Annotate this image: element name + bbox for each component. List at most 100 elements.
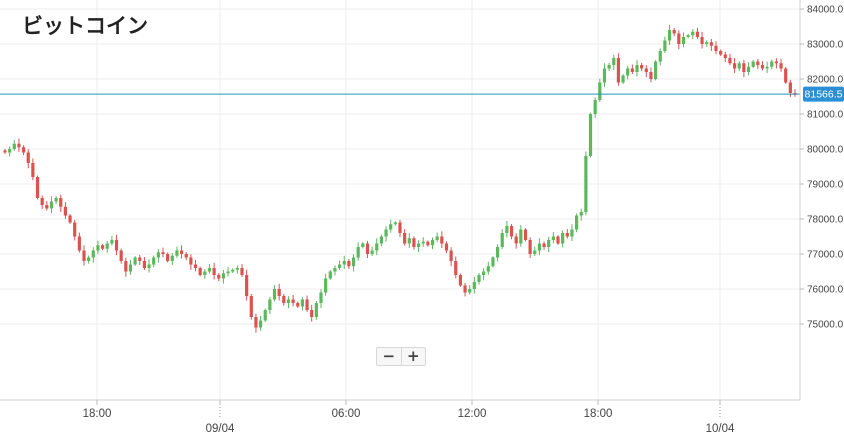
- candle-up: [430, 240, 435, 246]
- candle-down: [114, 240, 119, 251]
- candle-up: [379, 236, 384, 244]
- candle-down: [644, 68, 648, 72]
- candle-up: [389, 224, 393, 230]
- y-tick-label: 76000.0: [807, 285, 844, 296]
- candle-up: [152, 257, 156, 265]
- candle-up: [663, 40, 667, 51]
- candle-down: [3, 150, 7, 153]
- candle-down: [514, 236, 518, 244]
- candle-up: [770, 61, 774, 67]
- y-tick-label: 81000.0: [807, 110, 844, 121]
- candle-up: [681, 37, 686, 44]
- candle-up: [356, 247, 360, 258]
- candle-up: [384, 229, 388, 237]
- candle-down: [444, 243, 449, 251]
- candle-down: [193, 264, 198, 268]
- candle-down: [700, 37, 704, 44]
- grid: [0, 0, 800, 400]
- candle-up: [91, 250, 95, 258]
- x-tick-label: 18:00: [83, 408, 112, 420]
- candle-down: [714, 45, 718, 51]
- candle-up: [54, 198, 58, 202]
- candle-up: [272, 289, 277, 300]
- x-tick-label: 06:00: [332, 408, 361, 420]
- candle-up: [328, 271, 332, 279]
- candle-down: [198, 268, 202, 275]
- candle-down: [630, 68, 634, 72]
- zoom-out-button[interactable]: −: [382, 347, 396, 365]
- candle-up: [588, 114, 593, 156]
- candle-down: [403, 233, 407, 244]
- candle-down: [68, 215, 72, 223]
- y-tick-label: 82000.0: [807, 75, 844, 86]
- candle-up: [300, 299, 305, 307]
- candle-down: [240, 268, 244, 275]
- candle-down: [212, 268, 216, 275]
- candle-up: [361, 243, 365, 247]
- candle-down: [305, 299, 309, 310]
- candle-down: [677, 33, 681, 44]
- candle-up: [156, 252, 160, 258]
- candle-down: [365, 243, 370, 254]
- candle-down: [440, 236, 444, 244]
- candle-down: [723, 54, 727, 58]
- x-tick-label: 10/04: [706, 423, 735, 435]
- candle-down: [463, 285, 467, 293]
- candle-up: [686, 35, 690, 37]
- candle-down: [166, 254, 170, 261]
- candle-down: [17, 143, 21, 148]
- candle-up: [495, 247, 500, 258]
- candle-up: [170, 255, 174, 261]
- zoom-in-button[interactable]: +: [400, 348, 426, 365]
- candle-up: [235, 268, 239, 270]
- candle-up: [468, 289, 472, 293]
- candle-up: [231, 269, 235, 272]
- candle-down: [756, 61, 760, 65]
- candle-up: [96, 245, 100, 251]
- candle-down: [142, 261, 147, 268]
- candle-up: [324, 278, 328, 293]
- candle-up: [351, 257, 356, 267]
- candle-up: [653, 61, 658, 79]
- candle-down: [45, 205, 49, 209]
- price-tag-label: 81566.5: [805, 89, 843, 101]
- candle-up: [203, 271, 207, 275]
- candle-up: [342, 261, 346, 265]
- candle-up: [393, 222, 397, 225]
- candle-down: [77, 236, 81, 251]
- candle-up: [128, 264, 133, 272]
- candle-up: [602, 68, 607, 83]
- candle-up: [477, 275, 481, 282]
- candle-down: [179, 250, 184, 254]
- candle-down: [249, 296, 253, 317]
- candle-down: [719, 51, 723, 55]
- candle-up: [407, 238, 411, 244]
- candle-down: [254, 317, 258, 328]
- candle-down: [282, 296, 286, 303]
- candle-up: [482, 271, 486, 275]
- y-tick-label: 75000.0: [807, 320, 844, 331]
- candle-up: [8, 149, 12, 153]
- candle-down: [59, 198, 63, 207]
- candle-up: [486, 266, 490, 272]
- y-tick-label: 84000.0: [807, 5, 844, 16]
- candle-down: [73, 222, 77, 237]
- candle-up: [746, 66, 751, 72]
- candle-up: [105, 243, 109, 249]
- candle-down: [119, 250, 123, 261]
- candle-up: [175, 250, 179, 256]
- y-axis: 84000.0 83000.0 82000.0 81000.0 80000.0 79000…: [800, 5, 844, 331]
- candle-down: [189, 257, 193, 265]
- candle-up: [765, 66, 769, 69]
- candle-down: [742, 63, 746, 72]
- candle-up: [626, 68, 630, 76]
- candle-down: [458, 275, 463, 286]
- candle-down: [161, 252, 165, 254]
- candle-down: [732, 63, 737, 69]
- candle-down: [310, 310, 314, 317]
- candle-down: [124, 261, 128, 272]
- candle-up: [221, 273, 226, 279]
- candle-down: [784, 68, 788, 83]
- zoom-controls: − +: [376, 347, 426, 366]
- candle-up: [110, 240, 114, 244]
